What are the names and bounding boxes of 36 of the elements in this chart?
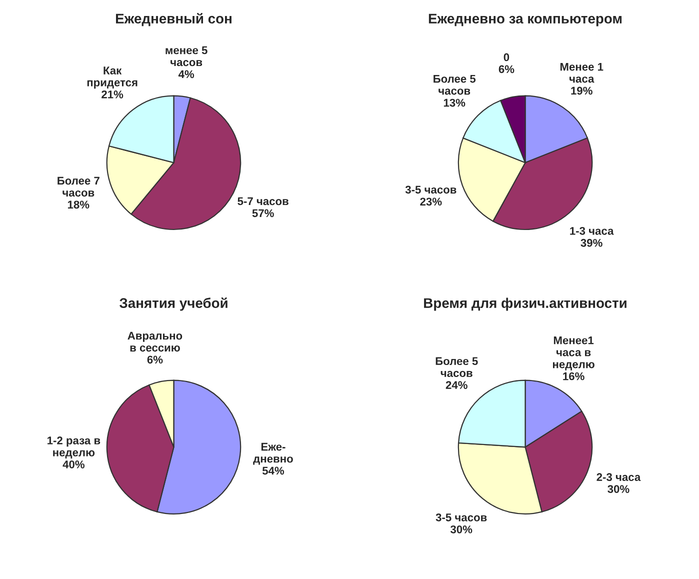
chart-title: Занятия учебой [119,298,228,311]
chart-title: Ежедневный сон [116,13,232,26]
slice-label: 1-2 раза в неделю [48,436,100,458]
chart-title: Время для физич.активности [424,298,626,311]
data-label: 6% [147,356,163,364]
slice-label: 5-7 часов [238,197,288,206]
slice-label: Более 5 часов [436,357,478,377]
slice-label: 3-5 часов [405,186,456,194]
data-label: 30% [608,485,630,493]
slice-label: Менее1 часа в неделю [552,336,594,370]
slice-label: 1-3 часа [570,226,614,235]
data-label: 18% [68,200,90,209]
slice-label: Как придется [87,66,138,89]
slice-label: 2-3 часа [596,473,641,482]
data-label: 39% [580,238,602,247]
data-label: 54% [262,466,284,475]
data-label: 30% [450,525,472,534]
slice-label: 3-5 часов [436,513,487,522]
data-label: 13% [444,98,466,107]
data-label: 23% [420,198,442,206]
slice-label: Аврально в сессию [128,332,182,352]
data-label: 21% [102,90,124,98]
chart-title: Ежедневно за компьютером [428,14,622,26]
data-label: 6% [498,65,514,74]
data-label: 40% [62,460,85,468]
data-label: 57% [252,209,274,218]
slice-label: Менее 1 часа [560,62,604,83]
data-label: 16% [563,372,584,380]
slice-label: Еже- дневно [253,442,293,465]
slice-label: 0 [504,53,510,62]
slice-label: менее 5 часов [166,46,208,66]
slice-label: Более 7 часов [58,176,100,197]
data-label: 24% [446,381,468,389]
slice-label: Более 5 часов [434,74,476,95]
data-label: 4% [178,70,194,78]
data-label: 19% [571,86,592,95]
